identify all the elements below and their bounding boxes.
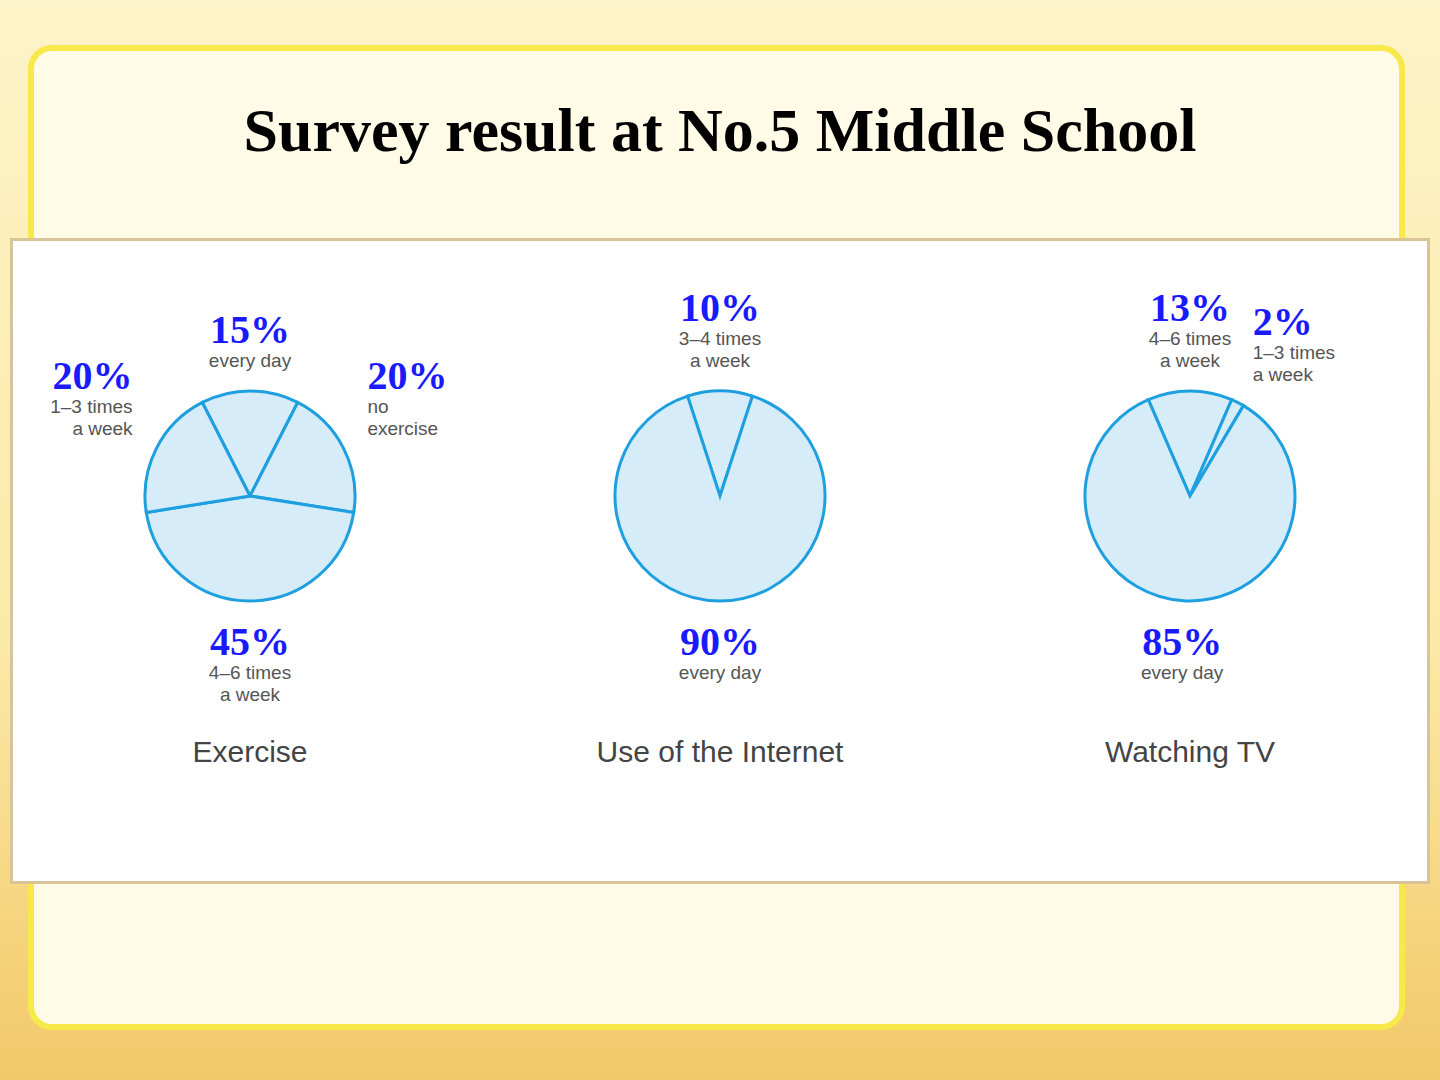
svg-text:no: no: [367, 396, 388, 417]
svg-text:a week: a week: [220, 684, 281, 705]
svg-text:20%: 20%: [53, 353, 133, 398]
svg-text:every day: every day: [1141, 662, 1224, 683]
html-text:Watching TV: Watching TV: [1105, 735, 1275, 768]
svg-text:1–3 times: 1–3 times: [50, 396, 132, 417]
svg-text:a week: a week: [690, 350, 751, 371]
svg-text:a week: a week: [1160, 350, 1221, 371]
svg-text:every day: every day: [209, 350, 292, 371]
svg-text:90%: 90%: [680, 619, 760, 664]
svg-text:4–6 times: 4–6 times: [1149, 328, 1231, 349]
svg-text:every day: every day: [679, 662, 762, 683]
html-text:Use of the Internet: Use of the Internet: [596, 735, 844, 768]
svg-text:4–6 times: 4–6 times: [209, 662, 291, 683]
svg-text:45%: 45%: [210, 619, 290, 664]
svg-text:85%: 85%: [1142, 619, 1222, 664]
svg-text:2%: 2%: [1253, 299, 1313, 344]
svg-text:13%: 13%: [1150, 285, 1230, 330]
svg-text:exercise: exercise: [367, 418, 438, 439]
html-text:Exercise: Exercise: [192, 735, 308, 768]
svg-text:10%: 10%: [680, 285, 760, 330]
svg-text:1–3 times: 1–3 times: [1253, 342, 1335, 363]
svg-text:20%: 20%: [367, 353, 447, 398]
svg-text:a week: a week: [72, 418, 133, 439]
html-text:Survey result at No.5 Middle S: Survey result at No.5 Middle School: [243, 96, 1197, 164]
svg-text:a week: a week: [1253, 364, 1314, 385]
svg-text:15%: 15%: [210, 307, 290, 352]
svg-text:3–4 times: 3–4 times: [679, 328, 761, 349]
